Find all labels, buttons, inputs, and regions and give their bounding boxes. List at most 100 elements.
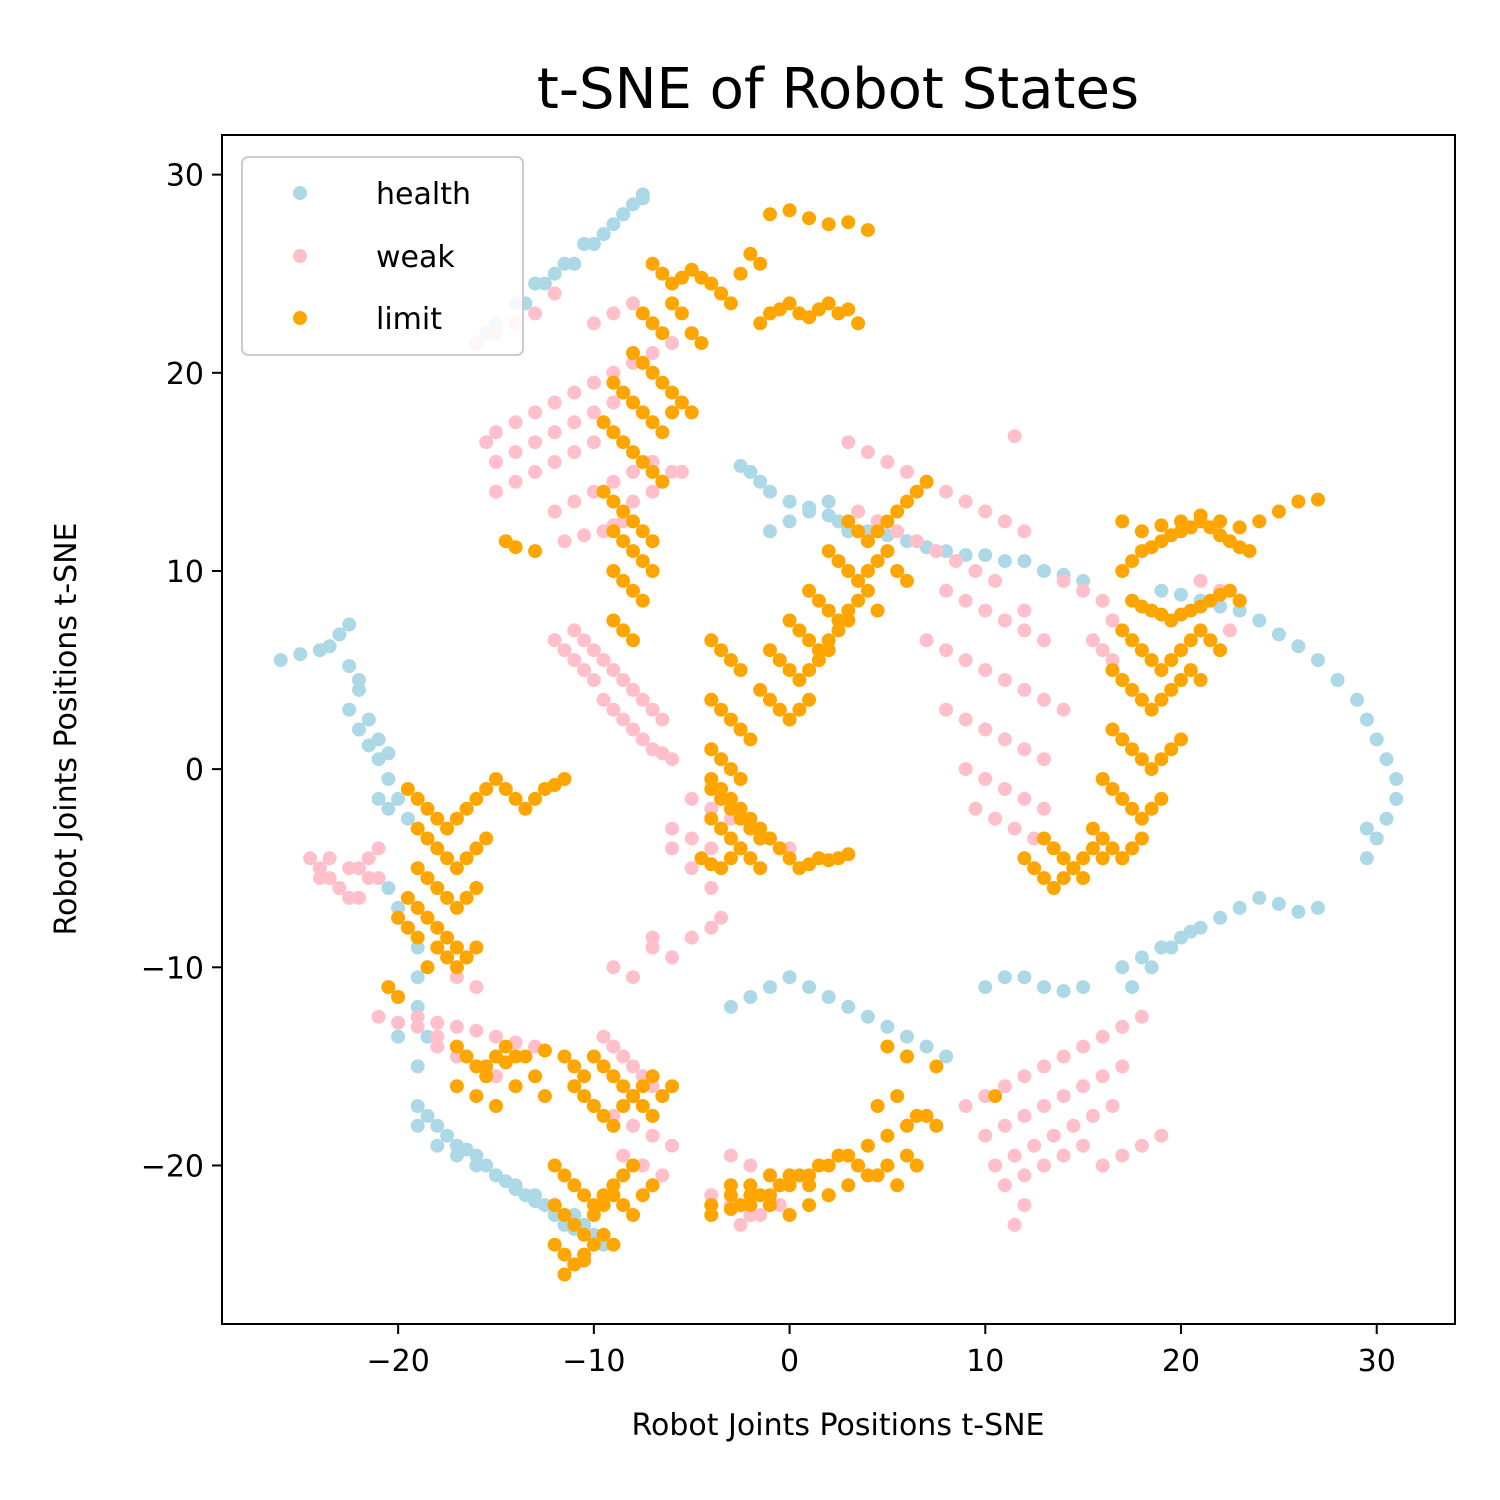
point-weak-29 <box>586 484 601 499</box>
point-weak-176 <box>410 1019 425 1034</box>
point-limit-222 <box>1154 692 1169 707</box>
point-limit-32 <box>606 425 621 440</box>
point-limit-316 <box>479 1069 494 1084</box>
point-health-146 <box>1154 940 1169 955</box>
point-limit-112 <box>772 653 787 668</box>
point-weak-102 <box>929 544 944 559</box>
point-health-33 <box>635 191 650 206</box>
point-limit-232 <box>1154 752 1169 767</box>
point-weak-167 <box>489 1029 503 1044</box>
point-limit-298 <box>430 920 445 935</box>
plot-frame <box>221 134 1456 1325</box>
point-limit-344 <box>586 1099 601 1113</box>
point-weak-222 <box>1076 1079 1091 1094</box>
point-limit-244 <box>1105 841 1120 856</box>
point-health-76 <box>1330 673 1345 687</box>
point-limit-218 <box>1115 673 1130 687</box>
point-limit-106 <box>802 633 817 648</box>
point-weak-91 <box>900 464 914 479</box>
point-limit-302 <box>391 910 406 925</box>
point-limit-281 <box>420 831 435 846</box>
point-limit-408 <box>811 1158 826 1173</box>
point-limit-353 <box>567 1178 582 1193</box>
point-health-84 <box>1369 831 1384 846</box>
point-weak-226 <box>1007 1148 1022 1163</box>
point-health-139 <box>997 970 1012 985</box>
point-health-68 <box>1174 587 1188 602</box>
point-health-75 <box>1311 653 1325 668</box>
point-limit-380 <box>577 1253 592 1268</box>
point-limit-77 <box>753 256 768 271</box>
point-limit-6 <box>704 276 719 291</box>
point-weak-229 <box>1066 1118 1081 1133</box>
point-weak-221 <box>1056 1089 1071 1104</box>
point-health-144 <box>1115 960 1130 975</box>
point-limit-378 <box>557 1267 572 1282</box>
point-limit-123 <box>802 692 817 707</box>
point-limit-392 <box>919 1108 934 1123</box>
point-weak-204 <box>733 1217 748 1232</box>
point-health-38 <box>537 276 552 291</box>
point-limit-21 <box>665 385 680 400</box>
point-limit-159 <box>753 821 768 836</box>
point-weak-44 <box>626 682 640 697</box>
point-limit-246 <box>1125 841 1140 856</box>
point-limit-118 <box>753 682 768 697</box>
x-tick-label: 10 <box>966 1344 1004 1379</box>
point-limit-55 <box>626 633 640 648</box>
point-limit-229 <box>1125 742 1140 757</box>
point-limit-343 <box>577 1089 592 1104</box>
point-health-81 <box>1389 772 1404 786</box>
point-limit-262 <box>1076 871 1091 886</box>
point-limit-96 <box>802 583 817 598</box>
point-weak-122 <box>978 722 993 737</box>
point-weak-72 <box>606 306 621 321</box>
point-weak-166 <box>469 1023 484 1038</box>
point-weak-185 <box>645 1079 660 1094</box>
point-limit-411 <box>870 1168 885 1183</box>
point-limit-421 <box>890 1089 905 1104</box>
point-limit-212 <box>1174 643 1188 658</box>
point-health-156 <box>1144 960 1159 975</box>
point-limit-285 <box>459 851 474 866</box>
point-limit-314 <box>459 1049 474 1064</box>
point-limit-34 <box>626 445 640 460</box>
point-limit-273 <box>498 782 513 796</box>
point-health-13 <box>400 811 415 826</box>
y-tick-label: 20 <box>166 357 204 392</box>
point-limit-98 <box>821 603 836 618</box>
point-weak-47 <box>655 712 670 727</box>
point-limit-144 <box>714 821 729 836</box>
point-limit-395 <box>743 1178 758 1193</box>
point-weak-15 <box>547 425 562 440</box>
point-weak-108 <box>978 603 993 618</box>
point-weak-152 <box>342 890 357 905</box>
point-health-151 <box>1252 890 1267 905</box>
point-weak-190 <box>645 1128 660 1143</box>
point-limit-92 <box>870 554 885 569</box>
point-weak-86 <box>704 920 719 935</box>
point-limit-52 <box>635 593 650 608</box>
point-weak-217 <box>978 1128 993 1143</box>
point-limit-100 <box>841 603 856 618</box>
point-weak-243 <box>665 841 680 856</box>
point-limit-427 <box>988 1089 1003 1104</box>
point-limit-43 <box>645 534 660 549</box>
point-limit-95 <box>900 573 914 588</box>
point-weak-134 <box>1027 831 1042 846</box>
point-health-71 <box>1232 603 1247 618</box>
point-health-63 <box>802 504 817 519</box>
point-health-154 <box>1311 900 1325 915</box>
point-limit-154 <box>704 772 719 786</box>
point-health-96 <box>410 1118 425 1133</box>
point-limit-80 <box>860 534 875 549</box>
x-tick-label: −10 <box>562 1344 625 1379</box>
point-limit-42 <box>635 524 650 539</box>
point-limit-156 <box>723 791 738 806</box>
point-weak-137 <box>1056 573 1071 588</box>
point-weak-180 <box>596 1029 611 1044</box>
point-limit-375 <box>586 1237 601 1252</box>
point-health-157 <box>1164 940 1179 955</box>
point-limit-91 <box>860 564 875 578</box>
